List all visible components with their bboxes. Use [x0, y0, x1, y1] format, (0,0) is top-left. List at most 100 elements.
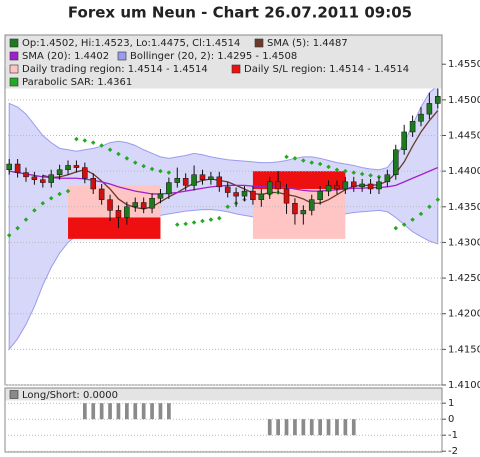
- bar: [309, 419, 314, 436]
- candle-body: [166, 182, 172, 195]
- y-tick-label: 1.4300: [448, 237, 480, 248]
- sar-dot: [284, 154, 289, 160]
- legend-swatch: [9, 390, 19, 399]
- candle-body: [191, 174, 197, 186]
- sma-line: [9, 166, 439, 195]
- candle-body: [426, 103, 433, 115]
- sar-dot: [292, 156, 298, 161]
- legend-box: [5, 388, 442, 401]
- bar: [167, 403, 171, 420]
- legend-swatch: [117, 51, 127, 61]
- sar-dot: [40, 200, 46, 206]
- legend-swatch: [9, 51, 19, 61]
- bar: [150, 403, 154, 420]
- candle-body: [174, 178, 181, 183]
- bar: [125, 403, 129, 420]
- sar-dot: [351, 170, 357, 175]
- bar: [91, 403, 96, 420]
- legend-swatch: [9, 64, 19, 74]
- y-tick-label: 1.4350: [448, 202, 480, 213]
- region: [252, 188, 346, 239]
- bar: [133, 403, 138, 420]
- candle-body: [233, 192, 239, 197]
- sar-dot: [418, 211, 424, 217]
- y-tick-label: 0: [448, 414, 454, 425]
- candle-body: [48, 174, 54, 183]
- bar: [284, 419, 289, 436]
- candle-body: [384, 174, 391, 183]
- y-tick-label: 1.4250: [448, 273, 480, 284]
- bar: [301, 419, 306, 436]
- sar-dot: [326, 164, 331, 170]
- candle-body: [124, 206, 130, 218]
- candle-body: [208, 176, 214, 180]
- sar-dot: [23, 217, 29, 222]
- legend-swatch: [254, 38, 264, 48]
- candle-body: [275, 181, 281, 190]
- candle-body: [149, 197, 155, 209]
- y-tick-label: -2: [448, 446, 458, 457]
- legend-label: Daily S/L region: 1.4514 - 1.4514: [244, 64, 409, 75]
- legend-label: Long/Short: 0.0000: [22, 390, 118, 401]
- candle-body: [409, 121, 416, 133]
- candle-body: [216, 176, 223, 188]
- candle-body: [435, 96, 441, 104]
- bar: [99, 403, 104, 420]
- sar-dot: [410, 217, 415, 222]
- candle-body: [31, 176, 38, 180]
- candle-body: [82, 167, 88, 179]
- bar: [326, 419, 331, 436]
- y-tick-label: 1.4450: [448, 131, 480, 142]
- candle-body: [107, 199, 113, 211]
- bar: [267, 419, 272, 436]
- legend-label: Parabolic SAR: 1.4361: [22, 77, 132, 88]
- y-tick-label: 1: [448, 398, 454, 409]
- candle-body: [350, 181, 357, 188]
- sar-dot: [124, 156, 130, 161]
- candle-body: [157, 193, 164, 199]
- candle-body: [300, 210, 307, 215]
- candle-body: [199, 174, 206, 180]
- candle-body: [6, 163, 12, 170]
- candle-body: [14, 163, 21, 173]
- candle-body: [266, 181, 273, 195]
- candle-body: [56, 169, 63, 175]
- candle-body: [418, 113, 424, 122]
- y-tick-label: 1.4200: [448, 309, 480, 320]
- bar: [276, 419, 280, 436]
- sar-dot: [74, 136, 79, 142]
- candle-body: [258, 193, 265, 200]
- legend-swatch: [9, 38, 19, 48]
- sar-dot: [82, 138, 88, 143]
- sar-dot: [435, 197, 441, 202]
- sar-dot: [116, 151, 121, 157]
- candle-body: [65, 165, 71, 170]
- candle-body: [40, 179, 46, 183]
- bar: [158, 403, 163, 420]
- y-tick-label: 1.4550: [448, 59, 480, 70]
- bar: [318, 419, 322, 436]
- sar-dot: [359, 171, 365, 177]
- candle-body: [376, 181, 382, 190]
- sar-dot: [15, 225, 20, 231]
- candle-body: [140, 202, 147, 209]
- legend-label: Op:1.4502, Hi:1.4523, Lo:1.4475, Cl:1.45…: [22, 38, 240, 49]
- legend-label: SMA (20): 1.4402: [22, 51, 109, 62]
- candle-body: [224, 186, 231, 193]
- legend-label: Bollinger (20, 2): 1.4295 - 1.4508: [130, 51, 297, 62]
- candle-body: [308, 199, 315, 211]
- bar: [116, 403, 121, 420]
- candle-body: [90, 178, 97, 190]
- candle-body: [401, 131, 407, 151]
- sar-dot: [99, 143, 104, 148]
- sar-dot: [317, 161, 323, 167]
- candle-body: [115, 210, 122, 218]
- region: [68, 185, 161, 218]
- candle-body: [393, 149, 399, 175]
- sar-dot: [343, 168, 348, 174]
- candle-body: [98, 188, 105, 200]
- candle-body: [317, 190, 323, 200]
- y-tick-label: 1.4150: [448, 344, 480, 355]
- legend-swatch: [9, 77, 19, 87]
